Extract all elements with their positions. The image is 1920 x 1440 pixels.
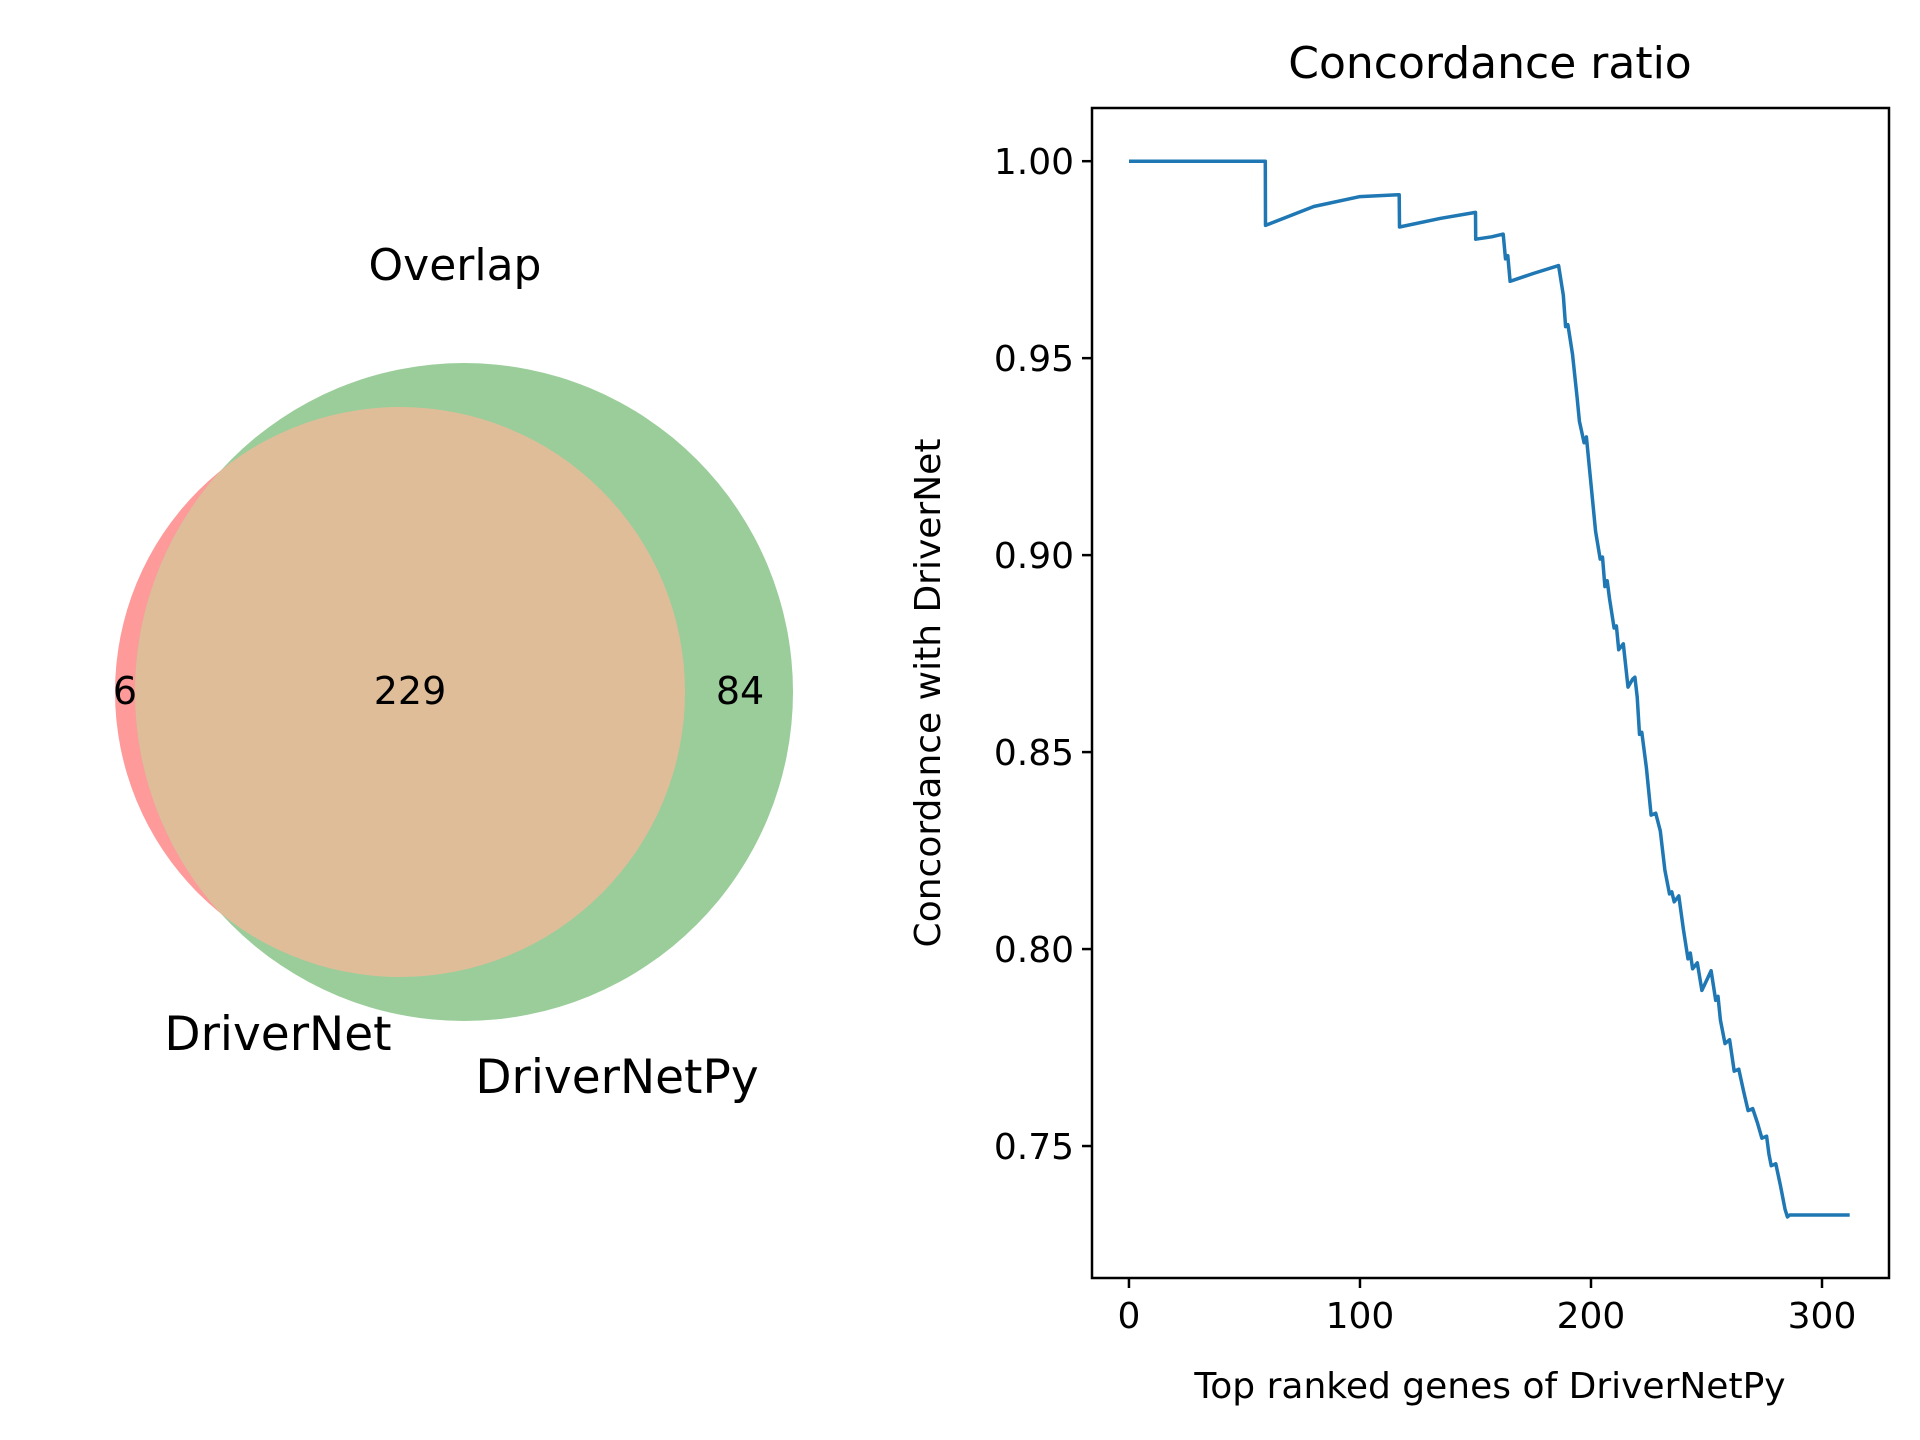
venn-intersection — [135, 407, 685, 977]
y-axis-label: Concordance with DriverNet — [908, 439, 949, 948]
y-tick-label: 1.00 — [994, 142, 1074, 183]
x-tick-label: 200 — [1557, 1296, 1626, 1337]
y-tick-label: 0.95 — [994, 339, 1074, 380]
series-line-0 — [1129, 159, 1850, 1219]
x-axis-label: Top ranked genes of DriverNetPy — [1193, 1366, 1785, 1407]
venn-label-drivernet: DriverNet — [164, 1007, 391, 1062]
x-tick-label: 300 — [1788, 1296, 1857, 1337]
plot-area: 0 100 200 300 0.75 0.80 0.85 0.90 0.95 1.00 — [994, 142, 1857, 1337]
y-tick-label: 0.90 — [994, 536, 1074, 577]
venn-count-drivernetpy-only: 84 — [716, 669, 764, 713]
venn-label-drivernetpy: DriverNetPy — [475, 1050, 758, 1105]
venn-diagram: Overlap 6 229 84 DriverNet DriverNetPy — [113, 240, 793, 1105]
venn-title: Overlap — [369, 240, 542, 291]
venn-count-drivernet-only: 6 — [113, 669, 137, 713]
chart-title: Concordance ratio — [1288, 38, 1691, 89]
venn-count-intersection: 229 — [374, 669, 447, 713]
line-chart: Concordance ratio 0 100 200 300 0.75 0.80 0.85… — [908, 38, 1891, 1407]
axes-frame — [1090, 106, 1891, 1280]
x-tick-label: 0 — [1118, 1296, 1141, 1337]
y-tick-label: 0.80 — [994, 930, 1074, 971]
y-tick-label: 0.85 — [994, 733, 1074, 774]
y-tick-label: 0.75 — [994, 1127, 1074, 1168]
x-tick-label: 100 — [1326, 1296, 1395, 1337]
